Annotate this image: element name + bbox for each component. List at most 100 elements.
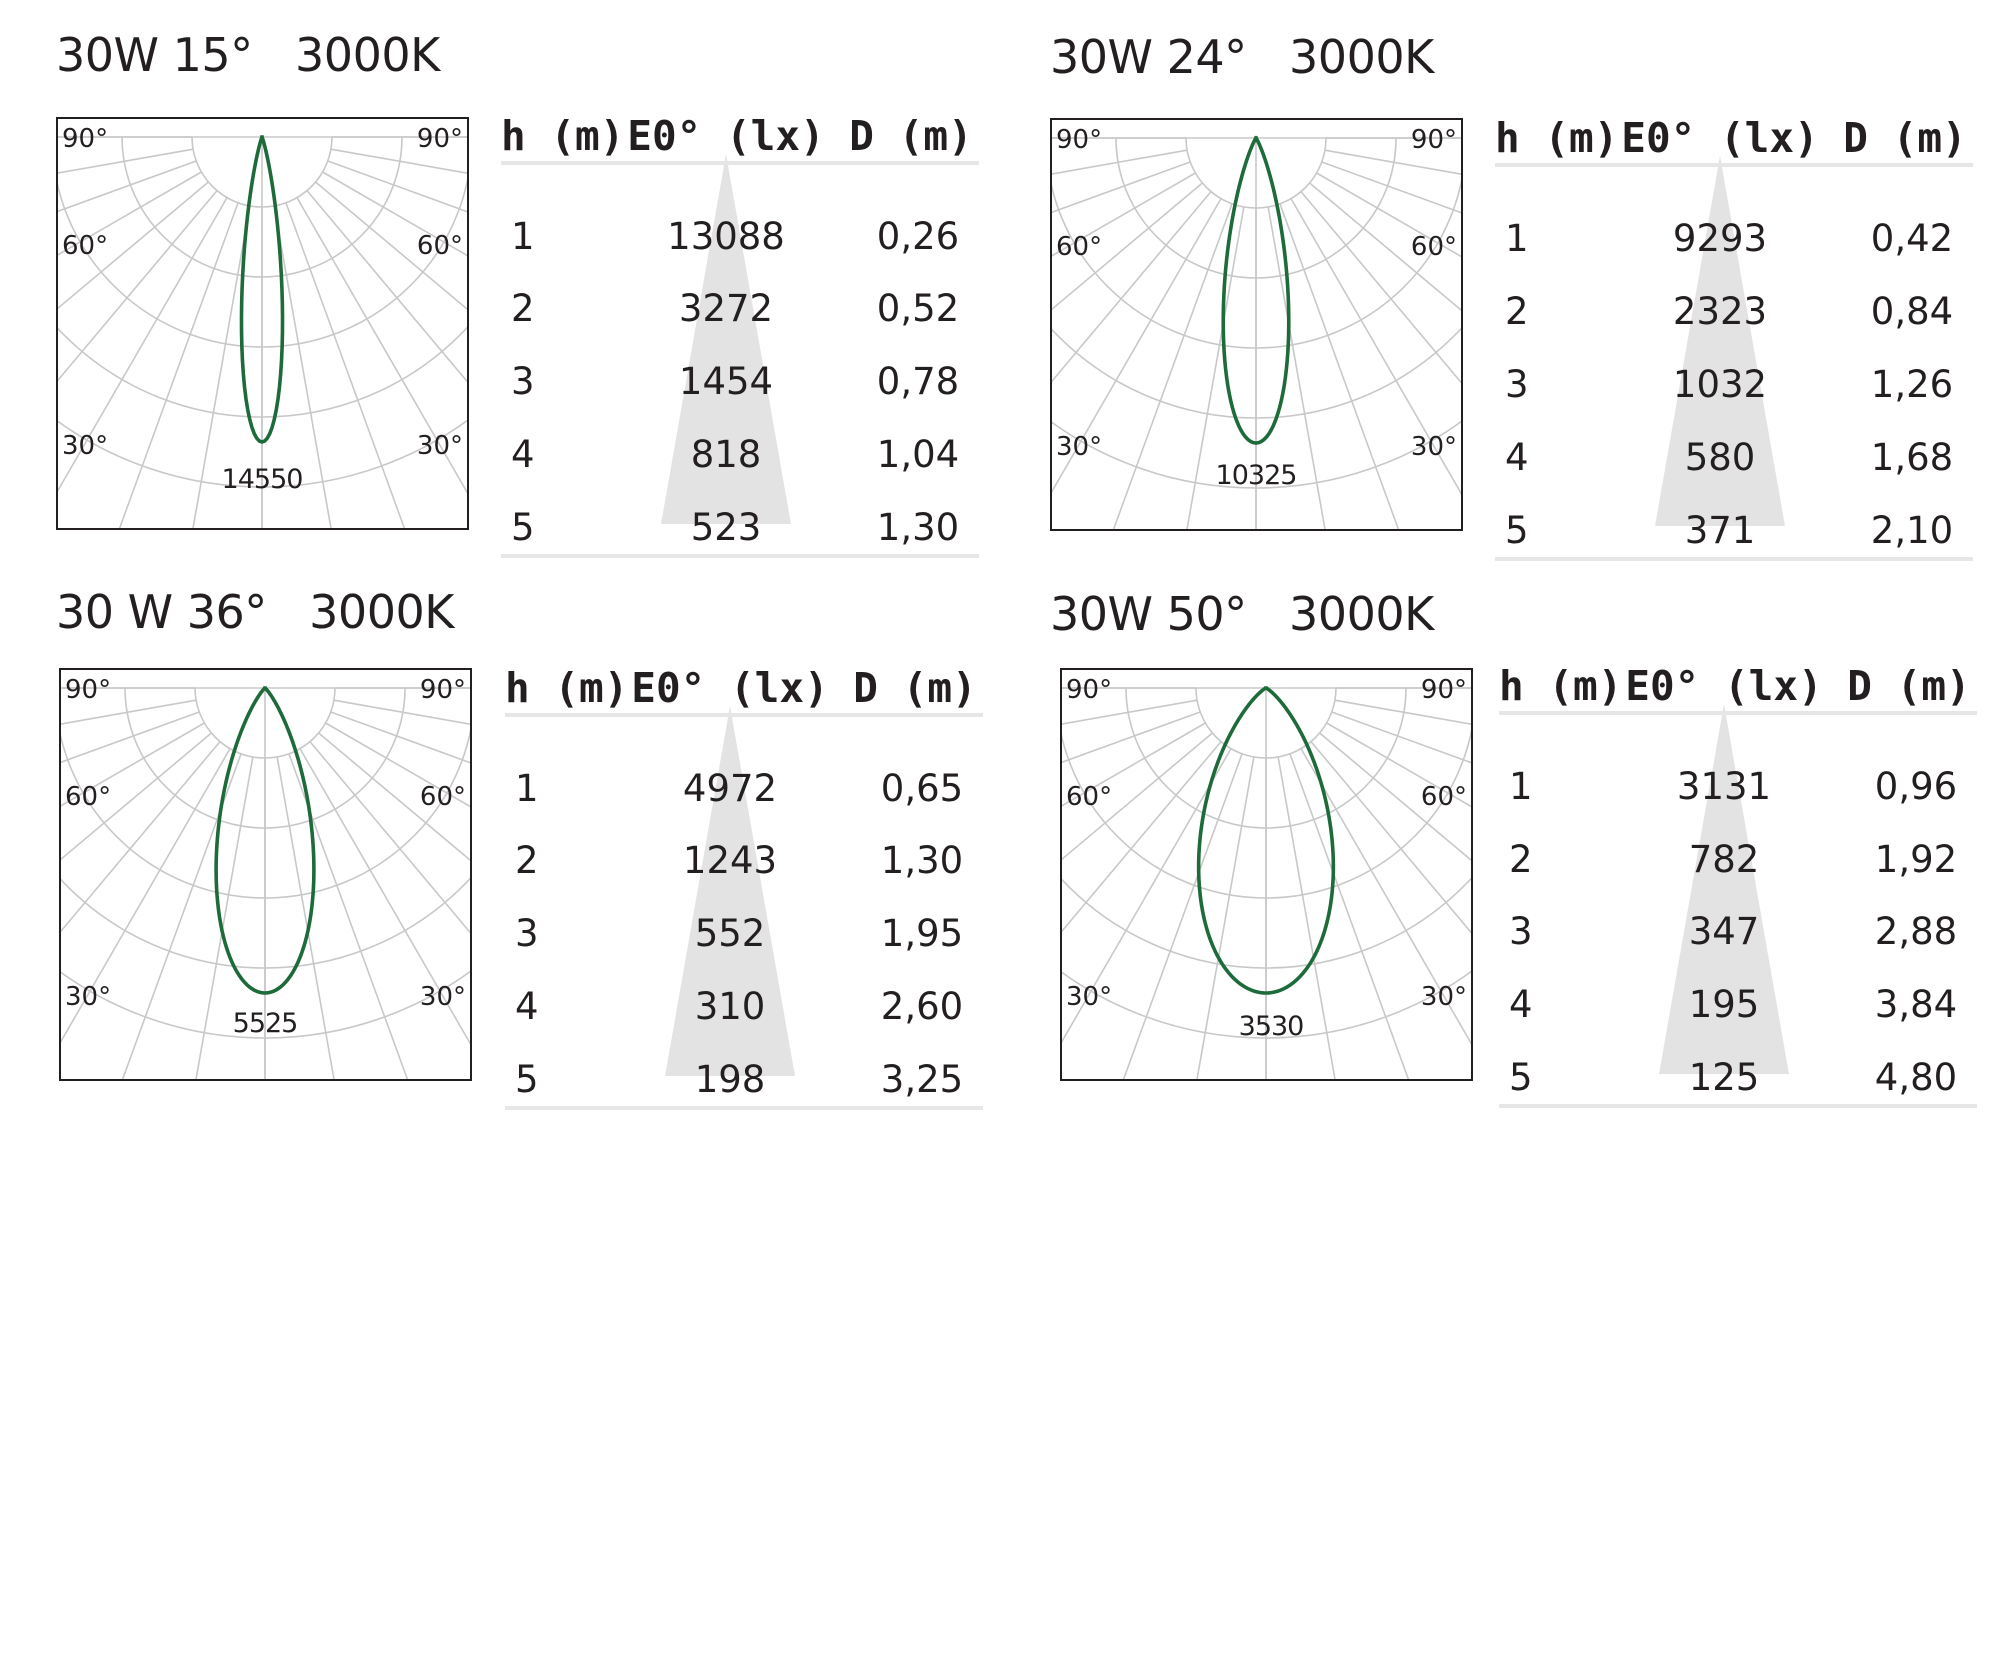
peak-intensity-label: 10325 bbox=[1216, 460, 1297, 491]
grid-radial bbox=[60, 741, 221, 934]
panel-title: 30W 50° 3000K bbox=[1050, 587, 1434, 641]
cell-illuminance: 3272 bbox=[678, 287, 774, 330]
grid-radial bbox=[1316, 172, 1462, 258]
grid-radial bbox=[1319, 732, 1472, 862]
cell-diameter: 2,88 bbox=[1874, 910, 1958, 953]
grid-radial bbox=[1061, 711, 1201, 764]
angle-label-60-left: 60° bbox=[62, 231, 108, 261]
angle-label-90-right: 90° bbox=[1421, 675, 1467, 705]
grid-radial bbox=[1279, 203, 1400, 530]
angle-label-90-right: 90° bbox=[1411, 125, 1457, 155]
table-row: 4 195 3,84 bbox=[1499, 983, 1977, 1055]
grid-radial bbox=[1321, 161, 1462, 214]
cell-illuminance: 1032 bbox=[1672, 363, 1768, 406]
panel-title: 30 W 36° 3000K bbox=[56, 585, 454, 639]
grid-radial bbox=[327, 160, 468, 213]
grid-radial bbox=[1051, 149, 1188, 175]
cell-diameter: 2,10 bbox=[1870, 509, 1954, 552]
grid-radial bbox=[318, 732, 471, 862]
grid-radial bbox=[1051, 172, 1196, 258]
grid-radial bbox=[195, 756, 254, 1080]
table-row: 3 1454 0,78 bbox=[501, 360, 979, 432]
table-row: 3 552 1,95 bbox=[505, 912, 983, 984]
header-rule bbox=[1495, 163, 1973, 167]
header-diameter: D (m) bbox=[1847, 662, 1971, 710]
grid-radial bbox=[276, 756, 335, 1080]
footer-rule bbox=[501, 554, 979, 558]
cell-height: 1 bbox=[1509, 765, 1533, 808]
grid-radial bbox=[1290, 198, 1462, 497]
table-row: 2 782 1,92 bbox=[1499, 838, 1977, 910]
cell-height: 5 bbox=[515, 1058, 539, 1101]
cell-height: 5 bbox=[511, 506, 535, 549]
polar-grid bbox=[1051, 137, 1462, 530]
grid-radial bbox=[1051, 191, 1212, 384]
cell-illuminance: 125 bbox=[1688, 1056, 1760, 1099]
diagram-frame bbox=[1060, 668, 1473, 1081]
light-distribution-curve bbox=[239, 135, 285, 444]
polar-diagram: 90° 90° 60° 60° 30° 30° 14550 bbox=[56, 117, 469, 530]
angle-label-60-left: 60° bbox=[65, 782, 111, 812]
header-height: h (m) bbox=[505, 664, 629, 712]
angle-label-60-right: 60° bbox=[1421, 782, 1467, 812]
cell-diameter: 1,30 bbox=[876, 506, 960, 549]
cell-illuminance: 195 bbox=[1688, 983, 1760, 1026]
header-diameter: D (m) bbox=[1843, 114, 1967, 162]
grid-radial bbox=[60, 722, 205, 808]
cell-illuminance: 552 bbox=[694, 912, 766, 955]
grid-radial bbox=[1061, 748, 1232, 1045]
angle-label-60-left: 60° bbox=[1056, 232, 1102, 262]
table-header: h (m) E0° (lx) D (m) bbox=[501, 112, 979, 172]
grid-radial bbox=[1300, 191, 1462, 385]
table-row: 5 125 4,80 bbox=[1499, 1056, 1977, 1128]
grid-radial bbox=[1051, 198, 1222, 495]
header-height: h (m) bbox=[1495, 114, 1619, 162]
polar-svg: 90° 90° 60° 60° 30° 30° 14550 bbox=[56, 117, 469, 530]
grid-radial bbox=[1051, 161, 1191, 214]
cell-illuminance: 818 bbox=[690, 433, 762, 476]
table-row: 4 580 1,68 bbox=[1495, 436, 1973, 508]
grid-radial bbox=[309, 741, 471, 935]
angle-label-30-left: 30° bbox=[1056, 432, 1102, 462]
cell-diameter: 0,78 bbox=[876, 360, 960, 403]
peak-intensity-label: 14550 bbox=[222, 464, 303, 495]
footer-rule bbox=[505, 1106, 983, 1110]
angle-label-90-left: 90° bbox=[65, 675, 111, 705]
angle-label-30-right: 30° bbox=[1411, 432, 1457, 462]
grid-radial bbox=[60, 748, 231, 1045]
grid-radial bbox=[60, 699, 197, 725]
grid-radial bbox=[57, 160, 197, 213]
light-distribution-curve bbox=[1196, 686, 1336, 995]
grid-radial bbox=[1310, 741, 1472, 935]
grid-radial bbox=[1186, 206, 1245, 530]
grid-radial bbox=[322, 171, 468, 257]
cell-height: 5 bbox=[1505, 509, 1529, 552]
cell-illuminance: 198 bbox=[694, 1058, 766, 1101]
cell-illuminance: 580 bbox=[1684, 436, 1756, 479]
cell-diameter: 1,30 bbox=[880, 839, 964, 882]
table-row: 3 1032 1,26 bbox=[1495, 363, 1973, 435]
header-illuminance: E0° (lx) bbox=[631, 664, 829, 712]
grid-radial bbox=[325, 722, 471, 808]
cell-illuminance: 1243 bbox=[682, 839, 778, 882]
cell-diameter: 2,60 bbox=[880, 985, 964, 1028]
cell-height: 1 bbox=[515, 767, 539, 810]
header-diameter: D (m) bbox=[853, 664, 977, 712]
cell-height: 1 bbox=[1505, 217, 1529, 260]
diagram-frame bbox=[1050, 118, 1463, 531]
header-rule bbox=[1499, 711, 1977, 715]
table-row: 2 3272 0,52 bbox=[501, 287, 979, 359]
cell-diameter: 1,92 bbox=[1874, 838, 1958, 881]
angle-label-90-left: 90° bbox=[1066, 675, 1112, 705]
light-cone bbox=[1655, 156, 1785, 526]
grid-radial bbox=[1289, 753, 1410, 1080]
light-cone bbox=[661, 154, 791, 524]
cell-illuminance: 2323 bbox=[1672, 290, 1768, 333]
table-row: 2 1243 1,30 bbox=[505, 839, 983, 911]
cell-height: 3 bbox=[511, 360, 535, 403]
grid-radial bbox=[1334, 699, 1472, 726]
peak-intensity-label: 3530 bbox=[1239, 1011, 1304, 1042]
grid-radial bbox=[1326, 722, 1472, 808]
grid-radial bbox=[1122, 753, 1243, 1080]
grid-radial bbox=[288, 753, 409, 1080]
